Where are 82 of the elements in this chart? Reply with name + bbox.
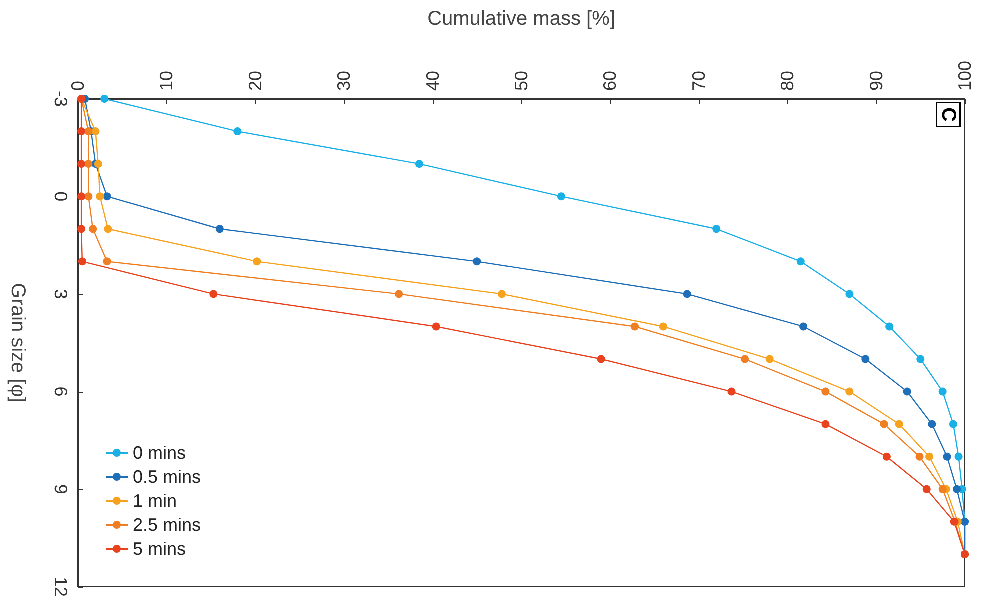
point: [895, 420, 904, 428]
point: [922, 485, 931, 494]
point: [432, 322, 440, 331]
legend-label: 0 mins: [133, 443, 186, 463]
point: [943, 452, 952, 461]
point: [882, 452, 891, 461]
legend-label: 1 min: [133, 491, 178, 511]
point: [916, 355, 925, 364]
point: [498, 290, 506, 298]
point: [104, 225, 112, 234]
point: [928, 420, 936, 428]
point: [886, 322, 894, 331]
y-tick-label: 12: [51, 576, 71, 598]
legend-label: 2.5 mins: [133, 515, 202, 535]
x-tick-label: 50: [512, 70, 532, 91]
point: [683, 290, 692, 298]
legend-label: 0.5 mins: [133, 467, 202, 487]
x-tick-label: 10: [156, 70, 177, 91]
point: [103, 192, 112, 201]
point: [84, 192, 93, 201]
point: [728, 388, 736, 396]
point: [938, 388, 947, 396]
point: [659, 322, 668, 331]
point: [103, 258, 112, 266]
point: [100, 95, 109, 103]
point: [846, 388, 854, 396]
point: [416, 160, 424, 168]
point: [557, 192, 566, 201]
point: [822, 420, 830, 428]
x-tick-label: 80: [778, 70, 798, 91]
point: [96, 192, 104, 201]
legend-label: 5 mins: [133, 539, 186, 559]
x-tick-label: 30: [334, 70, 354, 91]
point: [766, 355, 774, 364]
point: [846, 290, 854, 298]
point: [597, 355, 606, 364]
point: [395, 290, 404, 298]
point: [796, 258, 805, 266]
point: [473, 258, 482, 266]
point: [741, 355, 750, 364]
point: [89, 225, 98, 234]
point: [954, 452, 963, 461]
point: [78, 258, 86, 266]
point: [78, 160, 86, 168]
point: [78, 225, 86, 234]
point: [938, 485, 947, 494]
point: [210, 290, 218, 298]
point: [800, 322, 808, 331]
y-axis-title: Grain size [φ]: [7, 283, 29, 403]
y-tick-label: 3: [51, 289, 71, 300]
point: [926, 452, 934, 461]
point: [253, 258, 262, 266]
point: [84, 128, 93, 136]
point: [880, 420, 888, 428]
x-tick-label: 20: [245, 70, 266, 91]
x-axis-title: Cumulative mass [%]: [428, 8, 616, 30]
annotation: C: [938, 108, 960, 122]
y-tick-label: -3: [51, 90, 71, 108]
point: [78, 192, 86, 201]
point: [78, 128, 86, 136]
y-tick-label: 0: [51, 192, 71, 202]
x-tick-label: 0: [68, 80, 88, 91]
point: [712, 225, 721, 234]
point: [822, 388, 830, 396]
point: [92, 128, 100, 136]
point: [916, 452, 924, 461]
y-tick-label: 6: [51, 386, 71, 397]
y-tick-label: 9: [51, 484, 71, 494]
point: [953, 485, 962, 494]
x-tick-label: 100: [955, 60, 975, 91]
x-tick-label: 40: [422, 70, 443, 91]
x-tick-label: 90: [866, 70, 886, 91]
point: [903, 388, 912, 396]
x-tick-label: 70: [688, 70, 709, 91]
point: [862, 355, 870, 364]
point: [631, 322, 640, 331]
point: [216, 225, 224, 234]
point: [94, 160, 102, 168]
point: [84, 160, 93, 168]
point: [234, 128, 242, 136]
x-tick-label: 60: [600, 70, 620, 91]
point: [949, 420, 958, 428]
